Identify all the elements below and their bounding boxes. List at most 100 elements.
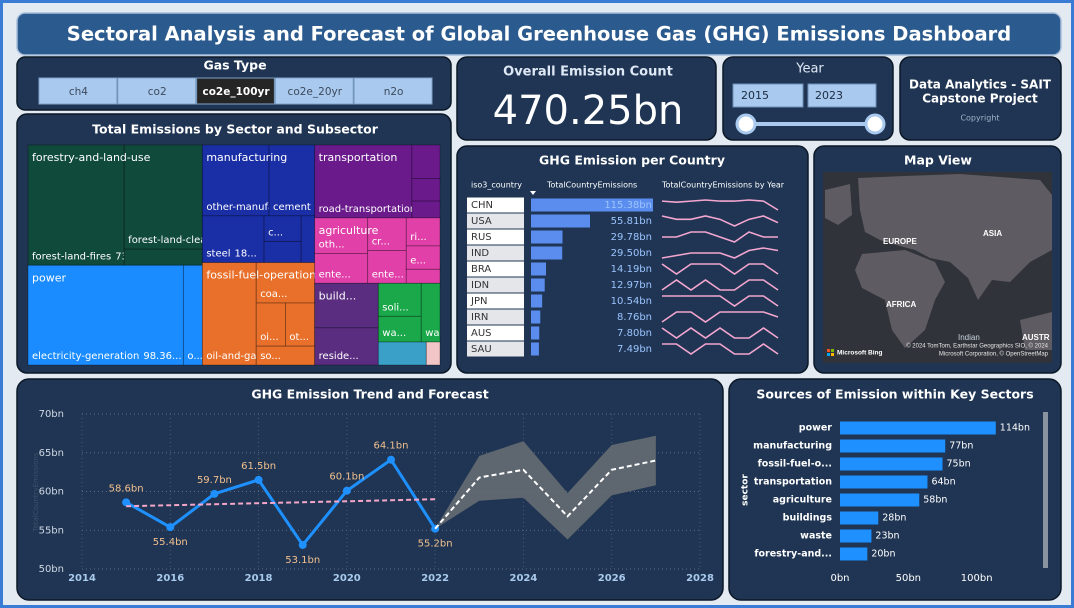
treemap-tile	[123, 248, 203, 266]
sparkline	[661, 215, 779, 227]
country-cell	[467, 213, 524, 229]
y-tick-label: fossil-fuel-o...	[758, 459, 832, 470]
country-cell	[467, 261, 524, 277]
x-tick-label: 2014	[68, 573, 96, 584]
logo-square	[827, 349, 830, 352]
treemap-label: soli...	[382, 302, 408, 313]
year-slider-handle[interactable]	[735, 113, 757, 135]
y-tick-label: buildings	[783, 513, 833, 524]
subsector-name: cr...	[372, 237, 390, 248]
treemap-tile	[411, 200, 441, 219]
project-title: Capstone Project	[922, 92, 1038, 106]
data-label: 53.1bn	[285, 555, 320, 566]
x-tick-label: 2024	[510, 573, 538, 584]
treemap-tile	[377, 341, 427, 366]
gas-type-button[interactable]	[117, 77, 197, 105]
data-label: 55.2bn	[418, 539, 453, 550]
country-code: IRN	[471, 312, 488, 323]
treemap-label: cr...	[372, 237, 390, 248]
gas-type-button[interactable]	[353, 77, 433, 105]
gas-type-option: n2o	[384, 86, 404, 98]
panel	[456, 56, 717, 141]
dashboard-title: Sectoral Analysis and Forecast of Global…	[67, 23, 1011, 46]
treemap-label: c...	[268, 227, 283, 238]
data-bar	[531, 198, 653, 212]
subsector-name: was...	[425, 328, 454, 339]
country-cell	[467, 293, 524, 309]
treemap-sector	[425, 341, 441, 366]
treemap-label: cement20.52bn	[273, 202, 356, 213]
country-code: BRA	[471, 264, 491, 275]
value-label: 29.78bn	[611, 232, 652, 243]
panel	[16, 378, 724, 601]
data-label: 75bn	[947, 459, 971, 470]
y-tick-label: 55bn	[39, 525, 64, 536]
value-label: 12.97bn	[611, 280, 652, 291]
bar	[840, 475, 928, 489]
sector-label: fossil-fuel-operations	[206, 269, 322, 282]
kpi-label: Overall Emission Count	[503, 65, 673, 80]
chart-title: Sources of Emission within Key Sectors	[756, 387, 1033, 402]
treemap-tile	[411, 144, 441, 180]
data-label: 20bn	[871, 549, 895, 560]
title-bar	[16, 12, 1062, 56]
treemap-tile	[263, 215, 302, 242]
map-land	[855, 250, 945, 348]
value-label: 8.76bn	[617, 312, 652, 323]
data-point	[166, 523, 175, 532]
x-tick-label: 0bn	[830, 573, 849, 584]
treemap-tile	[182, 264, 203, 366]
year-label: Year	[795, 62, 824, 77]
subsector-name: c...	[268, 227, 283, 238]
bar	[840, 547, 868, 561]
logo-square	[827, 353, 830, 356]
value-label: 14.19bn	[611, 264, 652, 275]
project-subtitle: Copyright	[960, 114, 999, 123]
y-tick-label: power	[799, 423, 833, 434]
map-land	[1020, 312, 1052, 350]
chart-title: GHG Emission Trend and Forecast	[251, 387, 488, 402]
treemap-sector: other-manufact...cement20.52bn steel 18...…	[201, 144, 356, 263]
data-label: 60.1bn	[329, 472, 364, 483]
year-to-box[interactable]	[807, 83, 877, 108]
treemap-tile	[201, 262, 257, 366]
map-attribution: © 2024 TomTom, Earthstar Geographics SIO…	[906, 343, 1048, 350]
data-label: 58.6bn	[109, 483, 144, 494]
subsector-name: ente...	[372, 269, 404, 280]
year-from-box[interactable]	[732, 83, 804, 108]
y-tick-label: manufacturing	[753, 441, 832, 452]
y-tick-label: agriculture	[773, 495, 832, 506]
country-code: IND	[471, 248, 489, 259]
gas-type-button[interactable]	[274, 77, 354, 105]
map-logo: Microsoft Bing	[837, 350, 883, 357]
sparkline	[661, 311, 779, 323]
value-label: 55.81bn	[611, 216, 652, 227]
scrollbar[interactable]	[1043, 412, 1048, 568]
treemap-sector: reside... build...	[314, 282, 379, 366]
gas-type-button[interactable]	[38, 77, 118, 105]
treemap-tile	[268, 144, 316, 217]
bar	[840, 511, 879, 525]
subsector-name: wa...	[382, 328, 406, 339]
gas-type-button[interactable]	[196, 77, 275, 105]
panel	[899, 56, 1062, 141]
sparkline	[662, 295, 779, 307]
confidence-band	[435, 435, 656, 540]
sector-label: forestry-and-land-use	[32, 151, 151, 164]
data-bar	[531, 294, 543, 308]
y-tick-label: forestry-and...	[754, 549, 832, 560]
year-slider-handle[interactable]	[864, 113, 886, 135]
subsector-name: so...	[260, 351, 281, 362]
map[interactable]: EUROPE ASIA AFRICA Indian AUSTR © 2024 T…	[823, 172, 1052, 363]
sector-label: manufacturing	[206, 151, 287, 164]
kpi-value: 470.25bn	[493, 88, 684, 134]
data-point	[298, 540, 307, 549]
treemap-label: steel 18...	[206, 249, 256, 260]
treemap-sector: oth... ente... cr... ente... ri... e... agricu…	[314, 217, 441, 284]
gas-type-option: co2	[148, 86, 167, 98]
treemap-tile	[285, 302, 316, 347]
x-tick-label: 50bn	[896, 573, 921, 584]
treemap-label: ot...	[289, 332, 309, 343]
forecast-line	[434, 459, 657, 530]
data-point	[342, 486, 351, 495]
